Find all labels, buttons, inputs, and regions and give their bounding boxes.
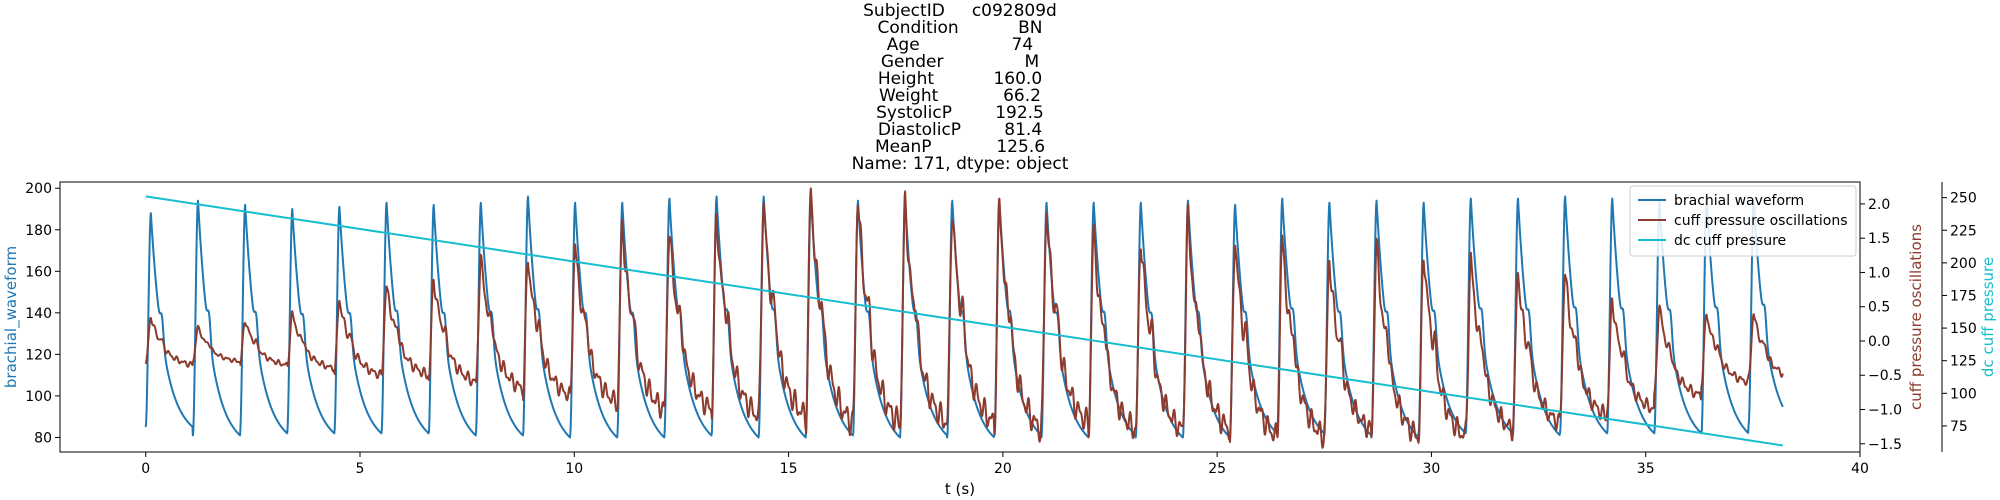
title-line: Gender M [881, 52, 1039, 72]
title-line: Name: 171, dtype: object [852, 154, 1069, 174]
right2-tick-label: 75 [1950, 419, 1968, 435]
series-line-3 [145, 195, 1784, 447]
right1-tick-label: 0.0 [1868, 334, 1890, 350]
x-tick-label: 40 [1851, 461, 1869, 477]
left-tick-label: 80 [34, 430, 52, 446]
right2-tick-label: 175 [1950, 288, 1977, 304]
left-tick-label: 160 [25, 264, 52, 280]
right2-tick-label: 250 [1950, 191, 1977, 207]
title-line: Weight 66.2 [879, 86, 1041, 106]
right1-tick-label: 1.5 [1868, 231, 1890, 247]
right2-tick-label: 100 [1950, 386, 1977, 402]
x-tick-label: 5 [356, 461, 365, 477]
series-line-2 [144, 187, 1784, 449]
title-line: DiastolicP 81.4 [878, 120, 1042, 140]
right1-tick-label: −1.5 [1868, 437, 1902, 453]
legend-entry: dc cuff pressure [1674, 233, 1786, 249]
title-line: SystolicP 192.5 [876, 103, 1044, 123]
x-tick-label: 35 [1637, 461, 1655, 477]
right1-tick-label: 0.5 [1868, 300, 1890, 316]
legend-box [1629, 185, 1857, 257]
left-y-axis: 80 100 120 140 160 180 200 [25, 181, 60, 446]
x-tick-label: 25 [1208, 461, 1226, 477]
x-tick-label: 15 [780, 461, 798, 477]
legend-entry: brachial waveform [1674, 193, 1804, 209]
title-line: SubjectID c092809d [863, 1, 1057, 21]
right1-tick-label: 2.0 [1868, 197, 1890, 213]
left-tick-label: 100 [25, 389, 52, 405]
x-tick-label: 30 [1423, 461, 1441, 477]
right1-tick-label: 1.0 [1868, 265, 1890, 281]
left-axis-label: brachial_waveform [2, 246, 21, 388]
x-axis: 0 5 10 15 20 25 30 35 40 [141, 452, 1869, 477]
left-tick-label: 180 [25, 223, 52, 239]
title-line: Height 160.0 [878, 69, 1042, 89]
right1-tick-label: −1.0 [1868, 403, 1902, 419]
right-y-axis-oscillations: −1.5 −1.0 −0.5 0.0 0.5 1.0 1.5 2.0 [1860, 197, 1902, 453]
right2-tick-label: 200 [1950, 256, 1977, 272]
title-line: Age 74 [887, 35, 1033, 55]
plot-frame [59, 181, 1861, 453]
left-tick-label: 120 [25, 347, 52, 363]
right-axis-label-dc-pressure: dc cuff pressure [1979, 257, 1997, 377]
x-axis-label: t (s) [945, 480, 975, 498]
right-y-axis-dc-pressure: 75 100 125 150 175 200 225 250 [1941, 182, 1977, 452]
right2-tick-label: 125 [1950, 354, 1977, 370]
right1-tick-label: −0.5 [1868, 368, 1902, 384]
right-axis-label-oscillations: cuff pressure oscillations [1907, 224, 1925, 410]
right2-tick-label: 225 [1950, 223, 1977, 239]
x-tick-label: 0 [141, 461, 150, 477]
right2-tick-label: 150 [1950, 321, 1977, 337]
legend: brachial waveform cuff pressure oscillati… [1629, 185, 1857, 257]
x-tick-label: 20 [994, 461, 1012, 477]
series-layer [144, 187, 1784, 449]
x-tick-label: 10 [565, 461, 583, 477]
legend-entry: cuff pressure oscillations [1674, 213, 1848, 229]
title-line: MeanP 125.6 [875, 137, 1045, 157]
left-tick-label: 140 [25, 306, 52, 322]
left-tick-label: 200 [25, 181, 52, 197]
title-line: Condition BN [878, 18, 1043, 38]
